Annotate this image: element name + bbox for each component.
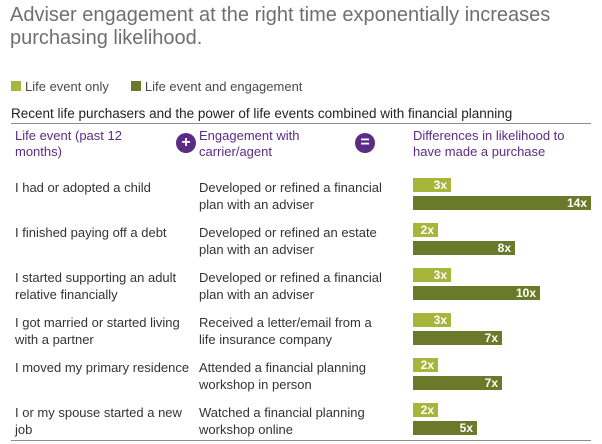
legend-item-life-event-only: Life event only [11,79,109,94]
legend-swatch-dark [130,81,141,91]
legend: Life event only Life event and engagemen… [11,78,324,94]
engagement-label: Attended a financial planning workshop i… [199,360,366,392]
bar-life-event-and-engagement: 5x [413,421,477,435]
life-event-label: I started supporting an adult relative f… [15,270,177,302]
life-event-label: I moved my primary residence [15,360,190,375]
chart-title: Adviser engagement at the right time exp… [10,4,551,49]
bar-life-event-and-engagement: 14x [413,196,591,210]
bar-life-event-only: 2x [413,403,438,417]
bar-life-event-only: 2x [413,358,438,372]
legend-label-life-event-and-engagement: Life event and engagement [144,78,303,94]
bar-life-event-and-engagement: 7x [413,376,502,390]
bottom-divider [11,440,591,441]
engagement-label: Developed or refined an estate plan with… [199,225,377,257]
legend-label-life-event-only: Life event only [25,78,109,94]
subtitle: Recent life purchasers and the power of … [11,106,513,121]
bar-life-event-only: 3x [413,313,451,327]
engagement-label: Developed or refined a financial plan wi… [199,270,382,302]
equals-icon: = [355,133,375,153]
life-event-label: I had or adopted a child [15,180,151,195]
life-event-label: I got married or started living with a p… [15,315,180,347]
bar-life-event-only: 3x [413,178,451,192]
top-divider [11,123,591,124]
column-header-life-event: Life event (past 12 months) [15,128,122,159]
life-event-label: I or my spouse started a new job [15,405,182,437]
bar-life-event-and-engagement: 7x [413,331,502,345]
bar-life-event-and-engagement: 8x [413,241,515,255]
bar-life-event-only: 2x [413,223,438,237]
column-header-engagement: Engagement with carrier/agent [199,128,300,159]
plus-icon: + [176,133,196,153]
engagement-label: Watched a financial planning workshop on… [199,405,365,437]
column-header-likelihood: Differences in likelihood to have made a… [413,128,565,159]
legend-item-life-event-and-engagement: Life event and engagement [130,78,303,94]
life-event-label: I finished paying off a debt [15,225,167,240]
legend-swatch-light [11,81,21,91]
engagement-label: Received a letter/email from a life insu… [199,315,372,347]
bar-life-event-and-engagement: 10x [413,286,540,300]
engagement-label: Developed or refined a financial plan wi… [199,180,382,212]
bar-life-event-only: 3x [413,268,451,282]
